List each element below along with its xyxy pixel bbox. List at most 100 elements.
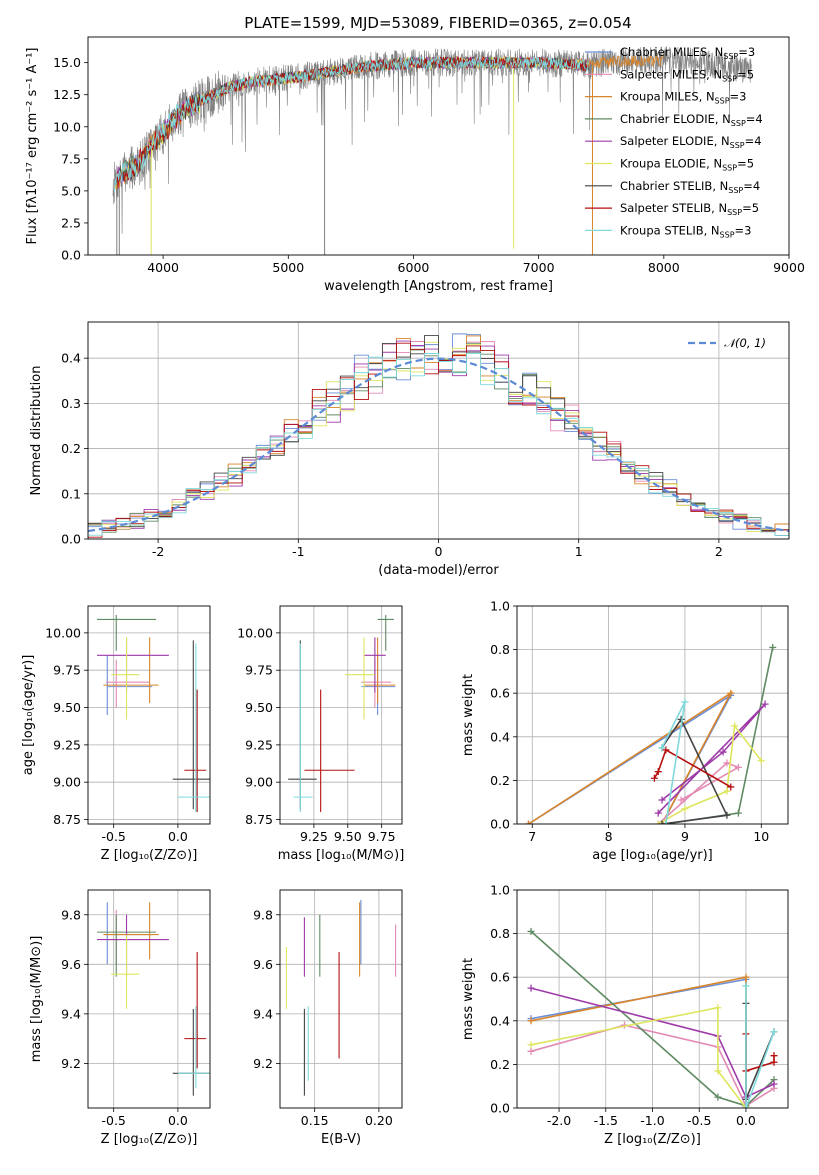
weight-Z-ytick-label: 0.8 [490, 926, 510, 941]
age-mass-point-salpeter-miles [361, 659, 392, 708]
weight-age-xtick-label: 10 [753, 829, 769, 844]
weight-Z-ytick-label: 0.4 [490, 1013, 510, 1028]
weight-age-marker-salpeter-stelib [654, 768, 662, 776]
weight-Z-frame: -2.0 -1.5 -1.0 -0.5 0.0 0.0 0.2 0.4 0.6 0.8 1.0 Z [… [461, 883, 789, 1147]
age-mass-axes [280, 606, 402, 824]
weight-Z-ytick-label: 0.6 [490, 970, 510, 985]
weight-age-axes [517, 605, 788, 825]
weight-Z-marker-chabrier-elodie [527, 927, 535, 935]
spectrum-xtick-label: 6000 [398, 260, 430, 275]
age-Z-point-salpeter-miles [105, 659, 150, 708]
age-mass-ytick-label: 9.50 [245, 700, 273, 715]
weight-Z-ytick-label: 1.0 [490, 883, 510, 898]
spectrum-xtick-label: 5000 [272, 260, 304, 275]
weight-Z-marker-chabrier-elodie [714, 1093, 722, 1101]
weight-age-marker-kroupa-miles [524, 820, 532, 824]
mass-Z-xtick-label: -0.5 [101, 1113, 125, 1128]
age-mass-xtick-label: 9.50 [334, 829, 362, 844]
weight-age-xtick-label: 7 [528, 829, 536, 844]
spectrum-xtick-label: 4000 [147, 260, 179, 275]
age-Z-plot-area [96, 614, 210, 813]
weight-age-line-chabrier-stelib [661, 717, 729, 824]
weight-Z-xlabel: Z [log₁₀(Z/Z⊙)] [604, 1132, 701, 1147]
age-Z-axes [88, 606, 210, 824]
weight-age-marker-kroupa-elodie [757, 757, 765, 765]
spectrum-ytick-label: 0.0 [61, 248, 81, 263]
mass-Z-ytick-label: 9.6 [61, 957, 81, 972]
mass-Z-xlabel: Z [log₁₀(Z/Z⊙)] [101, 1132, 198, 1147]
age-Z-point-chabrier-stelib [172, 640, 210, 810]
spectrum-legend-entry: Chabrier MILES, NSSP=3 [620, 45, 755, 61]
residuals-xtick-label: 0 [435, 544, 443, 559]
mass-Z-border [87, 889, 211, 1109]
age-mass-ytick-label: 8.75 [245, 812, 273, 827]
weight-Z-line-kroupa-stelib [745, 985, 775, 1108]
age-mass-point-salpeter-elodie [364, 637, 386, 693]
age-Z-point-salpeter-stelib [184, 689, 207, 813]
age-mass-point-kroupa-miles [364, 637, 396, 704]
weight-age-ytick-label: 0.6 [490, 686, 510, 701]
residuals-ytick-label: 0.0 [61, 532, 81, 547]
weight-age-marker-salpeter-elodie [654, 809, 662, 817]
weight-age-marker-chabrier-elodie [734, 809, 742, 817]
mass-EBV-ytick-label: 9.2 [253, 1056, 273, 1071]
age-Z-xlabel: Z [log₁₀(Z/Z⊙)] [101, 848, 198, 863]
residual-histogram-kroupa-stelib [88, 352, 789, 537]
weight-age-marker-salpeter-miles [734, 763, 742, 771]
weight-age-xtick-label: 9 [681, 829, 689, 844]
mass-Z-axes [88, 890, 210, 1108]
weight-age-marker-chabrier-elodie [769, 643, 777, 651]
weight-Z-ytick-label: 0.0 [490, 1101, 510, 1116]
mass-Z-frame: -0.5 0.0 9.2 9.4 9.6 9.8 Z [log₁₀(Z/Z⊙)] mass [… [29, 889, 211, 1147]
weight-age-marker-kroupa-miles [727, 689, 735, 697]
spectrum-ylabel: Flux [fλ10⁻¹⁷ erg cm⁻² s⁻¹ A⁻¹] [25, 48, 40, 245]
mass-Z-xtick-label: 0.0 [168, 1113, 188, 1128]
mass-Z-ylabel: mass [log₁₀(M/M⊙)] [29, 936, 44, 1063]
weight-age-marker-salpeter-miles [723, 759, 731, 767]
mass-EBV-xlabel: E(B-V) [321, 1132, 361, 1147]
weight-age-line-salpeter-miles [657, 762, 741, 824]
mass-EBV-xtick-label: 0.15 [301, 1113, 329, 1128]
spectrum-xtick-label: 7000 [523, 260, 555, 275]
age-Z-ytick-label: 9.75 [53, 663, 81, 678]
age-mass-xlabel: mass [log₁₀(M/M⊙)] [278, 848, 405, 863]
age-Z-ylabel: age [log₁₀(age/yr)] [21, 655, 36, 776]
age-Z-point-kroupa-miles [103, 637, 159, 704]
mass-Z-point-chabrier-stelib [172, 1008, 210, 1096]
age-Z-frame: -0.5 0.0 8.75 9.00 9.25 9.50 9.75 10.00 Z [log₁₀… [21, 605, 211, 863]
spectrum-legend-entry: Salpeter MILES, NSSP=5 [620, 67, 754, 83]
mass-EBV-plot-area [285, 899, 397, 1096]
mass-Z-ytick-label: 9.8 [61, 907, 81, 922]
weight-Z-xtick-label: 0.0 [736, 1113, 756, 1128]
spectrum-border [87, 36, 790, 256]
weight-age-marker-kroupa-elodie [654, 820, 662, 824]
age-mass-xtick-label: 9.25 [300, 829, 328, 844]
weight-Z-marker-kroupa-stelib [742, 1104, 750, 1108]
spectrum-ytick-label: 7.5 [61, 151, 81, 166]
spectrum-xlabel: wavelength [Angstrom, rest frame] [324, 279, 553, 294]
spectrum-ytick-label: 15.0 [53, 55, 81, 70]
weight-age-line-chabrier-elodie [665, 647, 774, 824]
residuals-frame: -2 -1 0 1 2 0.0 0.1 0.2 0.3 0.4 (data-model)/error… [29, 321, 790, 578]
spectrum-model-kroupa-stelib [113, 55, 589, 193]
spectrum-legend-entry: Salpeter STELIB, NSSP=5 [620, 201, 759, 217]
weight-age-ytick-label: 0.8 [490, 642, 510, 657]
weight-age-ytick-label: 0.4 [490, 729, 510, 744]
weight-Z-xtick-label: -1.0 [640, 1113, 664, 1128]
weight-age-frame: 7 8 9 10 0.0 0.2 0.4 0.6 0.8 1.0 age [log₁₀(age/yr… [461, 599, 789, 863]
weight-age-marker-kroupa-stelib [658, 744, 666, 752]
residuals-ytick-label: 0.1 [61, 486, 81, 501]
mass-EBV-ytick-label: 9.4 [253, 1006, 273, 1021]
weight-Z-line-kroupa-elodie [530, 1006, 747, 1108]
mass-Z-point-salpeter-miles [105, 909, 150, 965]
weight-age-marker-kroupa-elodie [681, 805, 689, 813]
spectrum-xtick-label: 9000 [773, 260, 805, 275]
weight-age-border [516, 605, 789, 825]
weight-age-marker-chabrier-stelib [658, 820, 666, 824]
age-mass-point-kroupa-elodie [345, 637, 375, 720]
weight-Z-marker-salpeter-elodie [770, 1080, 778, 1088]
weight-age-ytick-label: 1.0 [490, 599, 510, 614]
weight-age-ytick-label: 0.2 [490, 773, 510, 788]
weight-age-marker-salpeter-stelib [650, 774, 658, 782]
